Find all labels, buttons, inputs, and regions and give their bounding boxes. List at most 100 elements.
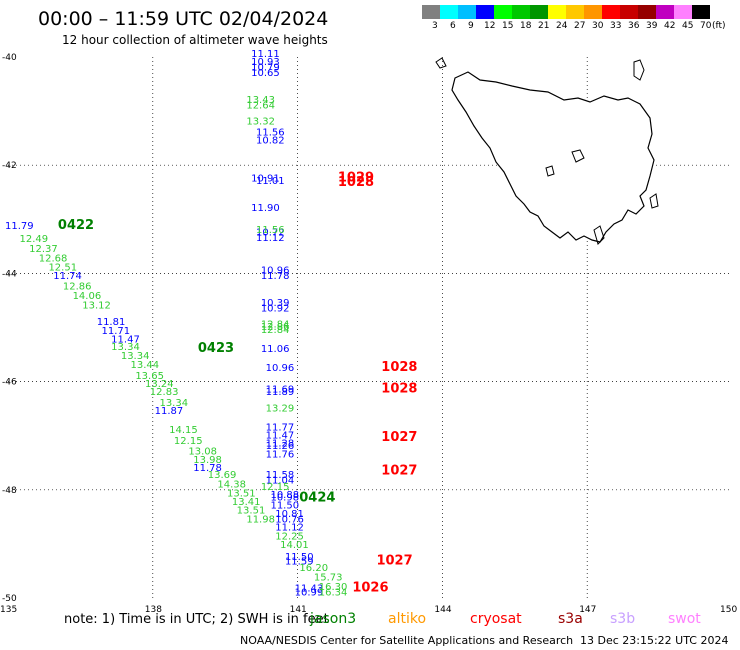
maria-island: [649, 193, 659, 209]
lon-tick-label: 144: [434, 605, 451, 615]
wave-height-value: 11.04: [266, 475, 295, 486]
pass-time-label: 1028: [338, 175, 374, 190]
wave-height-value: 16.20: [299, 563, 328, 574]
wave-height-value: 11.12: [256, 233, 285, 244]
wave-height-value: 14.06: [73, 291, 102, 302]
wave-height-value: 11.26: [266, 441, 295, 452]
legend-swatch: [566, 5, 584, 19]
wave-height-value: 14.01: [280, 540, 309, 551]
legend-swatch: [620, 5, 638, 19]
wave-height-value: 11.74: [53, 271, 82, 282]
map-grid: [8, 57, 732, 598]
satellite-altiko: altiko: [388, 611, 427, 627]
lat-tick-label: -42: [2, 161, 17, 171]
bruny-island: [593, 225, 605, 245]
wave-height-value: 13.51: [237, 506, 266, 517]
legend-label: 21: [538, 21, 550, 31]
king-island: [435, 57, 447, 69]
wave-height-value: 11.59: [285, 556, 314, 567]
pass-time-label: 1027: [376, 553, 412, 568]
legend-label: 30: [592, 21, 604, 31]
legend-label: 15: [502, 21, 514, 31]
legend-swatch: [602, 5, 620, 19]
legend-label: 42: [664, 21, 676, 31]
satellite-cryosat: cryosat: [470, 611, 522, 627]
wave-height-value: 11.50: [285, 552, 314, 563]
wave-height-value: 11.76: [266, 449, 295, 460]
wave-height-value: 10.39: [261, 298, 290, 309]
pass-time-label: 1028: [381, 360, 417, 375]
wave-height-value: 10.72: [256, 228, 285, 239]
wave-height-value: 15.73: [314, 573, 343, 584]
wave-height-value: 12.51: [48, 263, 77, 274]
wave-height-value: 10.79: [251, 63, 280, 74]
wave-height-value: 13.44: [130, 360, 159, 371]
legend-swatch: [674, 5, 692, 19]
wave-height-value: 11.47: [266, 430, 295, 441]
wave-height-value: 14.15: [169, 425, 198, 436]
legend-label: 45: [682, 21, 694, 31]
wave-height-value: 13.65: [135, 371, 164, 382]
lake-outline-2: [545, 165, 555, 177]
wave-height-value: 11.58: [266, 470, 295, 481]
wave-height-value: 10.76: [275, 514, 304, 525]
wave-height-value: 10.98: [270, 493, 299, 504]
legend-unit: (ft): [712, 21, 726, 31]
wave-height-value: 13.34: [121, 351, 150, 362]
wave-height-value: 11.79: [5, 221, 34, 232]
wave-height-value: 12.64: [246, 100, 275, 111]
legend-label: 3: [432, 21, 438, 31]
legend-swatch: [458, 5, 476, 19]
lon-tick-label: 141: [290, 605, 307, 615]
legend-label: 36: [628, 21, 640, 31]
wave-height-value: 12.68: [39, 253, 68, 264]
pass-time-label: 1026: [352, 581, 388, 596]
legend-swatch: [476, 5, 494, 19]
flinders-island: [633, 59, 645, 81]
legend-swatch: [440, 5, 458, 19]
axis-ticks: 135 138 141 144 147 150 -40 -42 -44 -46 -48 -50: [0, 53, 737, 615]
wave-height-value: 11.90: [251, 203, 280, 214]
legend-label: 12: [484, 21, 496, 31]
pass-time-label: 1029: [338, 170, 374, 185]
lon-tick-label: 138: [145, 605, 162, 615]
wave-height-value: 11.56: [256, 127, 285, 138]
legend-swatch: [530, 5, 548, 19]
pass-time-label: 0424: [299, 491, 335, 506]
pass-time-label: 0422: [58, 218, 94, 233]
wave-height-value: 10.93: [251, 57, 280, 68]
legend-label: 18: [520, 21, 532, 31]
wave-height-value: 10.96: [261, 265, 290, 276]
satellite-s3b: s3b: [610, 611, 636, 627]
wave-height-value: 12.86: [63, 282, 92, 293]
wave-height-value: 13.12: [82, 301, 111, 312]
wave-height-value: 11.81: [97, 317, 126, 328]
legend-label: 6: [450, 21, 456, 31]
wave-height-value: 13.34: [111, 342, 140, 353]
legend-swatch: [638, 5, 656, 19]
legend-swatch: [422, 5, 440, 19]
wave-height-value: 11.56: [256, 225, 285, 236]
pass-time-label: 1027: [381, 430, 417, 445]
wave-height-value: 10.91: [251, 173, 280, 184]
lat-tick-label: -50: [2, 594, 17, 604]
note-text: note: 1) Time is in UTC; 2) SWH is in fe…: [64, 612, 329, 627]
wave-height-value: 11.69: [266, 384, 295, 395]
wave-height-value: 11.47: [111, 335, 140, 346]
lon-tick-label: 147: [579, 605, 596, 615]
page-subtitle: 12 hour collection of altimeter wave hei…: [62, 33, 328, 47]
wave-height-value: 16.30: [319, 582, 348, 593]
pass-time-label: 1027: [381, 464, 417, 479]
satellite-s3a: s3a: [558, 611, 583, 627]
legend-label: 39: [646, 21, 658, 31]
wave-height-value: 13.08: [188, 447, 217, 458]
wave-height-value: 11.78: [261, 271, 290, 282]
wave-height-value: 12.84: [261, 325, 290, 336]
page-title: 00:00 – 11:59 UTC 02/04/2024: [38, 8, 329, 30]
lon-tick-label: 150: [720, 605, 737, 615]
wave-height-value: 16.34: [319, 587, 348, 598]
wave-height-value: 12.15: [174, 436, 203, 447]
wave-height-value: 10.99: [295, 587, 324, 598]
lat-tick-label: -46: [2, 378, 17, 388]
